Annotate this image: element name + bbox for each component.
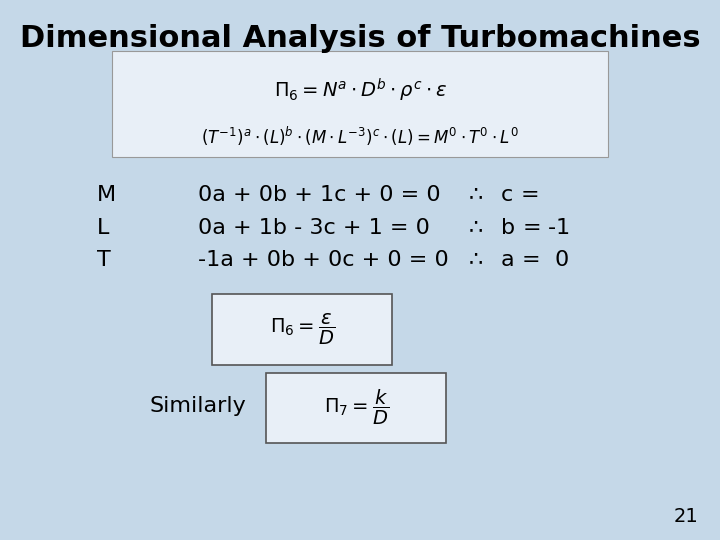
Text: L: L xyxy=(97,218,109,238)
Text: 0a + 1b - 3c + 1 = 0: 0a + 1b - 3c + 1 = 0 xyxy=(198,218,430,238)
Text: $\Pi_7 = \dfrac{k}{D}$: $\Pi_7 = \dfrac{k}{D}$ xyxy=(324,388,389,427)
Text: -1a + 0b + 0c + 0 = 0: -1a + 0b + 0c + 0 = 0 xyxy=(198,250,449,271)
Text: 21: 21 xyxy=(674,508,698,526)
Text: Dimensional Analysis of Turbomachines: Dimensional Analysis of Turbomachines xyxy=(19,24,701,53)
Text: 0a + 0b + 1c + 0 = 0: 0a + 0b + 1c + 0 = 0 xyxy=(198,185,441,206)
Text: $\therefore$  b = -1: $\therefore$ b = -1 xyxy=(464,218,570,238)
Text: $\therefore$  c =: $\therefore$ c = xyxy=(464,185,539,206)
Text: $\Pi_6 = N^a \cdot D^b \cdot \rho^c \cdot \varepsilon$: $\Pi_6 = N^a \cdot D^b \cdot \rho^c \cdo… xyxy=(274,77,446,104)
FancyBboxPatch shape xyxy=(212,294,392,364)
Text: M: M xyxy=(97,185,117,206)
Text: $\therefore$  a =  0: $\therefore$ a = 0 xyxy=(464,250,570,271)
FancyBboxPatch shape xyxy=(112,51,608,157)
FancyBboxPatch shape xyxy=(266,373,446,443)
Text: Similarly: Similarly xyxy=(150,396,246,416)
Text: $\left(T^{-1}\right)^a \cdot \left(L\right)^b \cdot \left(M \cdot L^{-3}\right)^: $\left(T^{-1}\right)^a \cdot \left(L\rig… xyxy=(201,125,519,147)
Text: $\Pi_6 = \dfrac{\varepsilon}{D}$: $\Pi_6 = \dfrac{\varepsilon}{D}$ xyxy=(270,312,335,347)
Text: T: T xyxy=(97,250,111,271)
